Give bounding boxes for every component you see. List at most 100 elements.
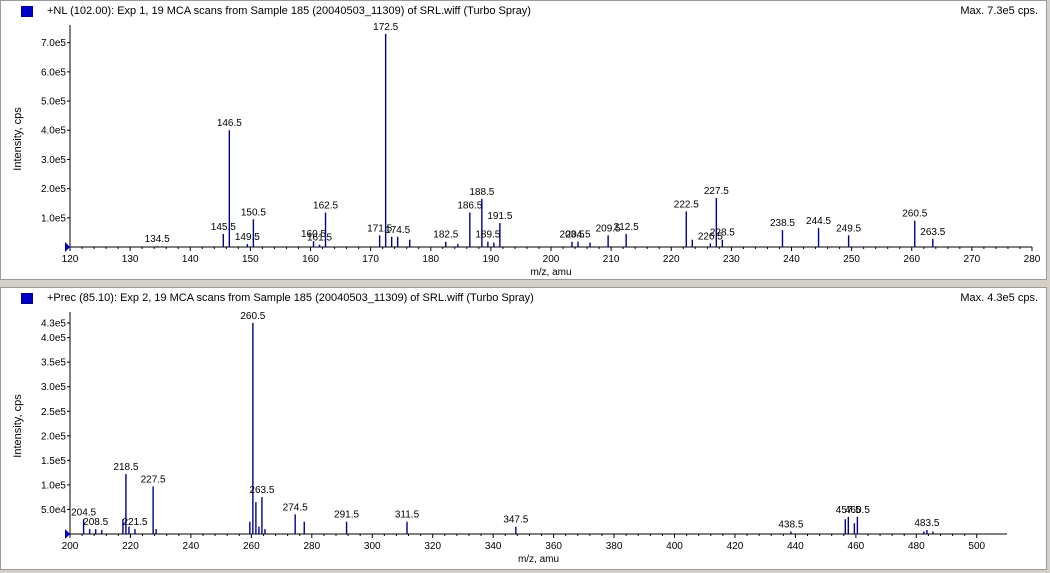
y-tick-label: 1.5e5 xyxy=(41,456,66,467)
x-tick-label: 270 xyxy=(964,254,981,265)
x-tick-label: 240 xyxy=(183,541,200,552)
y-tick-label: 5.0e4 xyxy=(41,505,66,516)
panel-header: +NL (102.00): Exp 1, 19 MCA scans from S… xyxy=(1,1,1046,21)
baseline-marker-icon xyxy=(65,529,70,539)
x-tick-label: 200 xyxy=(543,254,560,265)
peak-label: 186.5 xyxy=(457,201,482,212)
peak-label: 263.5 xyxy=(920,227,945,238)
x-tick-label: 400 xyxy=(666,541,683,552)
peak-label: 161.5 xyxy=(307,233,332,244)
max-intensity-label: Max. 4.3e5 cps. xyxy=(960,292,1038,304)
peak-label: 174.5 xyxy=(385,225,410,236)
peak-label: 171.5 xyxy=(367,223,392,234)
peak-label: 226.5 xyxy=(698,231,723,242)
x-tick-label: 220 xyxy=(663,254,680,265)
x-tick-label: 260 xyxy=(243,541,260,552)
peak-label: 244.5 xyxy=(806,216,831,227)
peak-label: 438.5 xyxy=(778,520,803,531)
x-tick-label: 360 xyxy=(545,541,562,552)
panel-header: +Prec (85.10): Exp 2, 19 MCA scans from … xyxy=(1,288,1046,308)
x-tick-label: 250 xyxy=(843,254,860,265)
peak-label: 238.5 xyxy=(770,218,795,229)
y-tick-label: 3.5e5 xyxy=(41,358,66,369)
spectrum-chart-1[interactable]: 120 130 140 150 160 170 180 190 200 210 220 230 240 2… xyxy=(1,1,1046,279)
y-tick-label: 2.0e5 xyxy=(41,431,66,442)
spectrum-panel-2: +Prec (85.10): Exp 2, 19 MCA scans from … xyxy=(0,287,1047,570)
peak-label: 311.5 xyxy=(395,510,420,521)
x-tick-label: 280 xyxy=(1024,254,1041,265)
x-tick-label: 460 xyxy=(848,541,865,552)
y-tick-label: 1.0e5 xyxy=(41,213,66,224)
x-tick-label: 500 xyxy=(968,541,985,552)
y-tick-label: 6.0e5 xyxy=(41,67,66,78)
y-tick-label: 5.0e5 xyxy=(41,97,66,108)
peak-label: 160.5 xyxy=(301,229,326,240)
spectrum-chart-2[interactable]: 200 220 240 260 280 300 320 340 360 380 400 420 440 4… xyxy=(1,288,1046,569)
peak-label: 145.5 xyxy=(211,222,236,233)
experiment-color-swatch[interactable] xyxy=(21,293,33,304)
x-tick-label: 170 xyxy=(362,254,379,265)
max-intensity-label: Max. 7.3e5 cps. xyxy=(960,5,1038,17)
panel-title: +NL (102.00): Exp 1, 19 MCA scans from S… xyxy=(47,5,531,17)
x-axis-title: m/z, amu xyxy=(530,267,571,278)
x-tick-label: 230 xyxy=(723,254,740,265)
x-tick-label: 480 xyxy=(908,541,925,552)
spectrum-panel-1: +NL (102.00): Exp 1, 19 MCA scans from S… xyxy=(0,0,1047,280)
x-tick-label: 160 xyxy=(302,254,319,265)
peak-label: 460.5 xyxy=(845,505,870,516)
peak-label: 188.5 xyxy=(469,187,494,198)
x-tick-label: 420 xyxy=(727,541,744,552)
y-tick-label: 4.0e5 xyxy=(41,126,66,137)
x-tick-label: 260 xyxy=(903,254,920,265)
peak-label: 221.5 xyxy=(122,517,147,528)
peak-label: 260.5 xyxy=(902,209,927,220)
y-axis-title: Intensity, cps xyxy=(12,394,24,458)
peak-label: 149.5 xyxy=(235,232,260,243)
peak-label: 227.5 xyxy=(704,186,729,197)
y-tick-label: 3.0e5 xyxy=(41,155,66,166)
peak-label: 191.5 xyxy=(487,211,512,222)
x-tick-label: 440 xyxy=(787,541,804,552)
y-tick-label: 3.0e5 xyxy=(41,382,66,393)
y-tick-label: 2.5e5 xyxy=(41,407,66,418)
y-tick-label: 4.3e5 xyxy=(41,318,66,329)
peak-label: 228.5 xyxy=(710,228,735,239)
peak-label: 218.5 xyxy=(113,462,138,473)
peak-label: 150.5 xyxy=(241,207,266,218)
x-tick-label: 140 xyxy=(182,254,199,265)
peak-label: 227.5 xyxy=(141,474,166,485)
baseline-marker-icon xyxy=(65,242,70,252)
peak-label: 162.5 xyxy=(313,201,338,212)
x-tick-label: 380 xyxy=(606,541,623,552)
peak-label: 222.5 xyxy=(674,199,699,210)
peak-label: 274.5 xyxy=(283,502,308,513)
y-tick-label: 7.0e5 xyxy=(41,38,66,49)
experiment-color-swatch[interactable] xyxy=(21,6,33,17)
x-tick-label: 150 xyxy=(242,254,259,265)
x-tick-label: 210 xyxy=(603,254,620,265)
peak-label: 457.5 xyxy=(836,505,861,516)
peak-label: 263.5 xyxy=(249,485,274,496)
x-tick-label: 190 xyxy=(483,254,500,265)
peak-label: 182.5 xyxy=(433,230,458,241)
peak-label: 204.5 xyxy=(566,230,591,241)
y-tick-label: 4.0e5 xyxy=(41,333,66,344)
peak-label: 204.5 xyxy=(71,507,96,518)
x-tick-label: 130 xyxy=(122,254,139,265)
x-tick-label: 180 xyxy=(422,254,439,265)
peak-label: 172.5 xyxy=(373,22,398,33)
x-tick-label: 300 xyxy=(364,541,381,552)
peak-label: 209.5 xyxy=(596,223,621,234)
peak-label: 208.5 xyxy=(83,517,108,528)
peak-label: 483.5 xyxy=(914,518,939,529)
x-tick-label: 320 xyxy=(424,541,441,552)
y-tick-label: 1.0e5 xyxy=(41,480,66,491)
y-tick-label: 2.0e5 xyxy=(41,184,66,195)
x-tick-label: 200 xyxy=(62,541,79,552)
x-tick-label: 280 xyxy=(303,541,320,552)
peak-label: 189.5 xyxy=(475,230,500,241)
peak-label: 212.5 xyxy=(614,222,639,233)
x-axis-title: m/z, amu xyxy=(518,554,559,565)
peak-label: 249.5 xyxy=(836,223,861,234)
peak-label: 347.5 xyxy=(503,515,528,526)
